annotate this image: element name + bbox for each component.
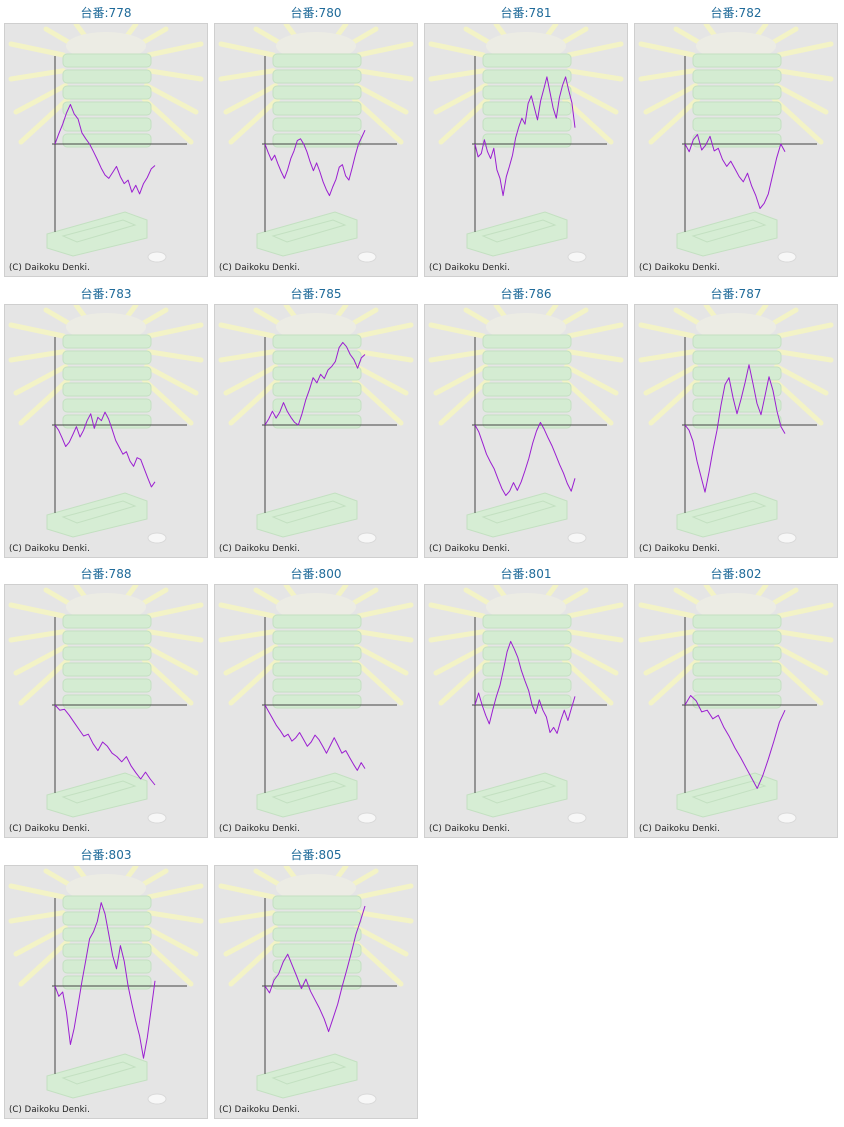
payout-line bbox=[265, 705, 365, 770]
graph-frame: (C) Daikoku Denki. bbox=[214, 584, 418, 838]
copyright-text: (C) Daikoku Denki. bbox=[9, 1105, 90, 1115]
machine-graph-card: 台番:805 (C) Daikoku Denki. bbox=[214, 847, 418, 1127]
machine-number-title[interactable]: 台番:788 bbox=[4, 566, 208, 584]
copyright-text: (C) Daikoku Denki. bbox=[429, 263, 510, 273]
machine-graph-card: 台番:778 (C) Daikoku Denki. bbox=[4, 5, 208, 286]
machine-number-title[interactable]: 台番:787 bbox=[634, 286, 838, 304]
machine-number-title[interactable]: 台番:785 bbox=[214, 286, 418, 304]
copyright-text: (C) Daikoku Denki. bbox=[429, 824, 510, 834]
graph-frame: (C) Daikoku Denki. bbox=[424, 304, 628, 558]
background-artwork bbox=[431, 305, 621, 543]
graph-svg bbox=[215, 866, 417, 1118]
graph-svg bbox=[635, 305, 837, 557]
machine-number-title[interactable]: 台番:802 bbox=[634, 566, 838, 584]
copyright-text: (C) Daikoku Denki. bbox=[9, 824, 90, 834]
background-artwork bbox=[641, 305, 831, 543]
machine-graph-card: 台番:780 (C) Daikoku Denki. bbox=[214, 5, 418, 286]
machine-graph-card: 台番:802 (C) Daikoku Denki. bbox=[634, 566, 838, 847]
graph-svg bbox=[5, 866, 207, 1118]
graph-frame: (C) Daikoku Denki. bbox=[214, 304, 418, 558]
machine-number-title[interactable]: 台番:803 bbox=[4, 847, 208, 865]
graph-frame: (C) Daikoku Denki. bbox=[4, 584, 208, 838]
payout-line bbox=[55, 705, 155, 785]
machine-number-title[interactable]: 台番:786 bbox=[424, 286, 628, 304]
graph-svg bbox=[635, 24, 837, 276]
graph-frame: (C) Daikoku Denki. bbox=[634, 304, 838, 558]
graph-frame: (C) Daikoku Denki. bbox=[4, 23, 208, 277]
background-artwork bbox=[221, 305, 411, 543]
machine-graph-card: 台番:782 (C) Daikoku Denki. bbox=[634, 5, 838, 286]
machine-number-title[interactable]: 台番:778 bbox=[4, 5, 208, 23]
background-artwork bbox=[431, 585, 621, 823]
background-artwork bbox=[11, 24, 201, 262]
copyright-text: (C) Daikoku Denki. bbox=[429, 544, 510, 554]
machine-number-title[interactable]: 台番:801 bbox=[424, 566, 628, 584]
copyright-text: (C) Daikoku Denki. bbox=[9, 263, 90, 273]
background-artwork bbox=[221, 24, 411, 262]
payout-line bbox=[475, 422, 575, 495]
machine-number-title[interactable]: 台番:782 bbox=[634, 5, 838, 23]
graph-svg bbox=[215, 585, 417, 837]
graph-frame: (C) Daikoku Denki. bbox=[4, 304, 208, 558]
graph-frame: (C) Daikoku Denki. bbox=[634, 584, 838, 838]
graph-grid: 台番:778 (C) Daikoku Denki. 台番:780 (C) Daikok… bbox=[4, 5, 838, 1127]
graph-frame: (C) Daikoku Denki. bbox=[634, 23, 838, 277]
copyright-text: (C) Daikoku Denki. bbox=[219, 263, 300, 273]
machine-number-title[interactable]: 台番:780 bbox=[214, 5, 418, 23]
copyright-text: (C) Daikoku Denki. bbox=[219, 1105, 300, 1115]
graph-svg bbox=[5, 585, 207, 837]
graph-frame: (C) Daikoku Denki. bbox=[214, 865, 418, 1119]
machine-graph-card: 台番:800 (C) Daikoku Denki. bbox=[214, 566, 418, 847]
copyright-text: (C) Daikoku Denki. bbox=[9, 544, 90, 554]
machine-graph-card: 台番:783 (C) Daikoku Denki. bbox=[4, 286, 208, 567]
graph-svg bbox=[5, 305, 207, 557]
machine-graph-card: 台番:788 (C) Daikoku Denki. bbox=[4, 566, 208, 847]
background-artwork bbox=[431, 24, 621, 262]
machine-number-title[interactable]: 台番:800 bbox=[214, 566, 418, 584]
background-artwork bbox=[641, 24, 831, 262]
graph-frame: (C) Daikoku Denki. bbox=[214, 23, 418, 277]
payout-line bbox=[685, 696, 785, 789]
copyright-text: (C) Daikoku Denki. bbox=[639, 824, 720, 834]
machine-number-title[interactable]: 台番:781 bbox=[424, 5, 628, 23]
background-artwork bbox=[641, 585, 831, 823]
copyright-text: (C) Daikoku Denki. bbox=[219, 824, 300, 834]
copyright-text: (C) Daikoku Denki. bbox=[639, 544, 720, 554]
copyright-text: (C) Daikoku Denki. bbox=[219, 544, 300, 554]
graph-svg bbox=[425, 24, 627, 276]
machine-number-title[interactable]: 台番:805 bbox=[214, 847, 418, 865]
graph-svg bbox=[5, 24, 207, 276]
machine-graph-card: 台番:803 (C) Daikoku Denki. bbox=[4, 847, 208, 1127]
graph-svg bbox=[425, 305, 627, 557]
machine-graph-card: 台番:787 (C) Daikoku Denki. bbox=[634, 286, 838, 567]
graph-svg bbox=[215, 24, 417, 276]
background-artwork bbox=[11, 585, 201, 823]
background-artwork bbox=[11, 305, 201, 543]
graph-svg bbox=[215, 305, 417, 557]
graph-svg bbox=[635, 585, 837, 837]
machine-graph-card: 台番:785 (C) Daikoku Denki. bbox=[214, 286, 418, 567]
background-artwork bbox=[221, 866, 411, 1104]
graph-frame: (C) Daikoku Denki. bbox=[424, 584, 628, 838]
machine-number-title[interactable]: 台番:783 bbox=[4, 286, 208, 304]
machine-graph-card: 台番:801 (C) Daikoku Denki. bbox=[424, 566, 628, 847]
copyright-text: (C) Daikoku Denki. bbox=[639, 263, 720, 273]
graph-frame: (C) Daikoku Denki. bbox=[4, 865, 208, 1119]
graph-svg bbox=[425, 585, 627, 837]
graph-frame: (C) Daikoku Denki. bbox=[424, 23, 628, 277]
machine-graph-card: 台番:781 (C) Daikoku Denki. bbox=[424, 5, 628, 286]
background-artwork bbox=[221, 585, 411, 823]
machine-graph-card: 台番:786 (C) Daikoku Denki. bbox=[424, 286, 628, 567]
background-artwork bbox=[11, 866, 201, 1104]
